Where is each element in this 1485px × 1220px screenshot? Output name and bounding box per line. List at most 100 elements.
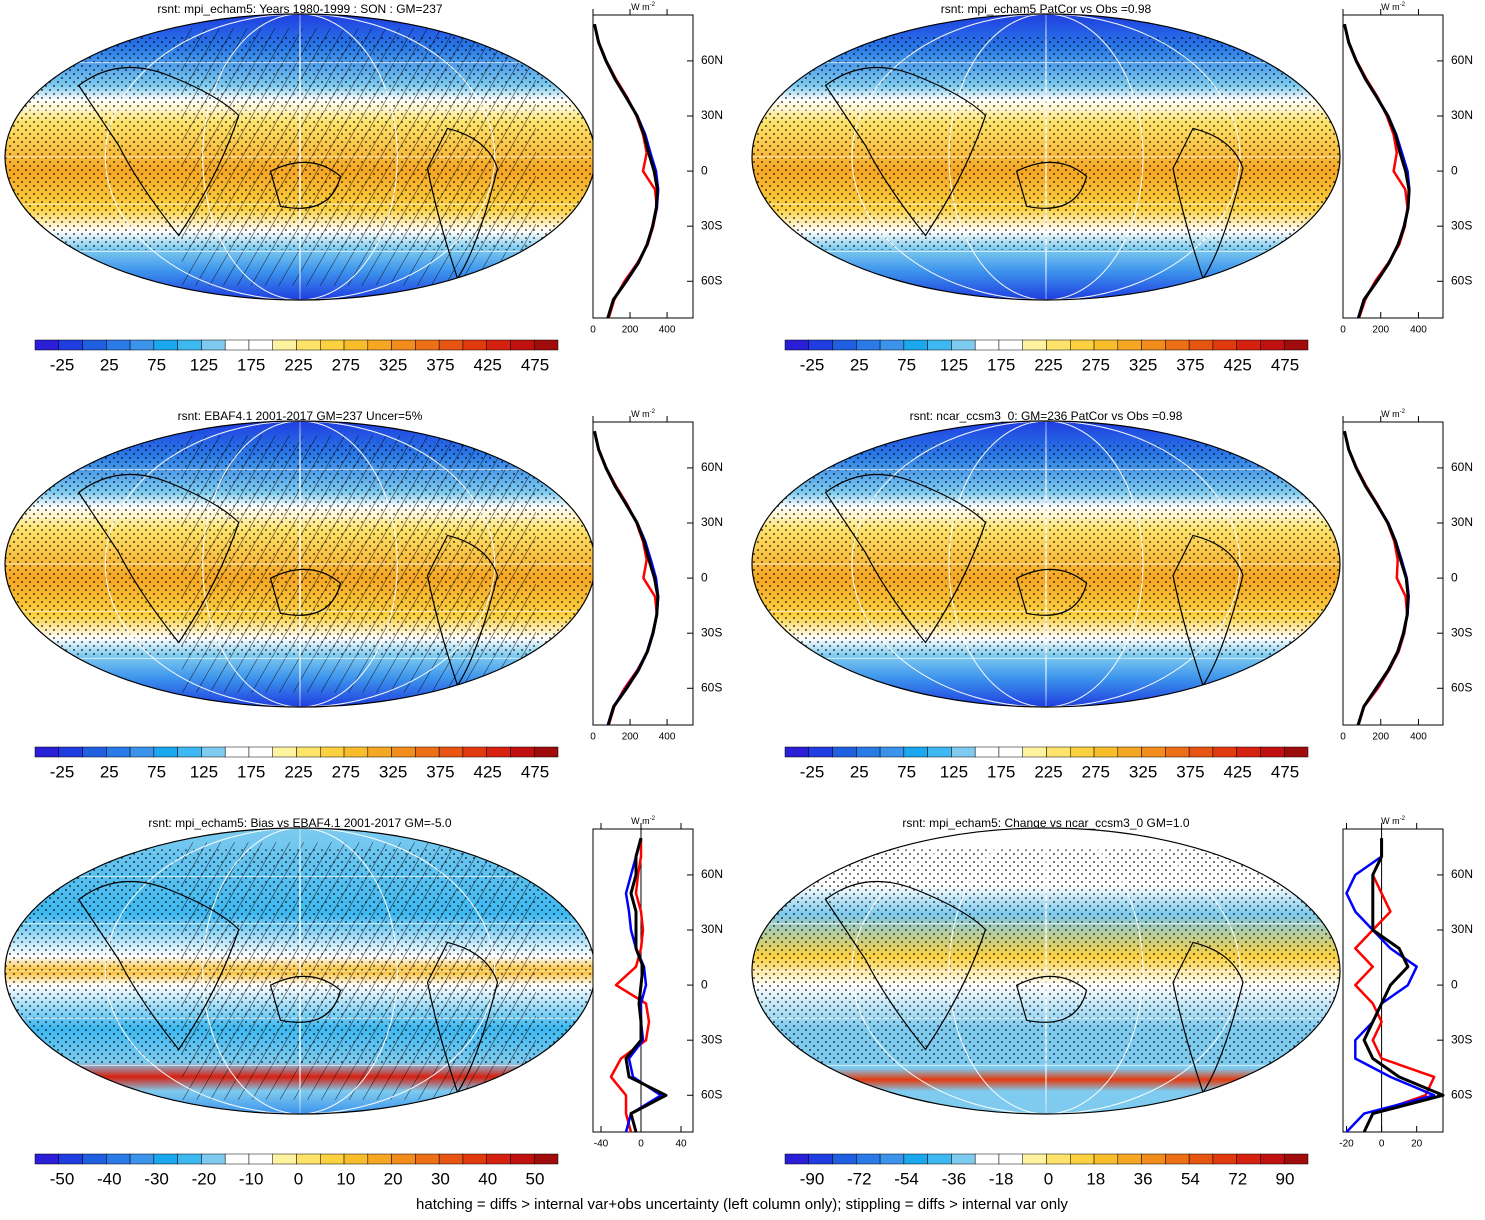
colorbar-box xyxy=(1188,1153,1214,1165)
colorbar-box xyxy=(784,1153,810,1165)
colorbar-box xyxy=(784,746,810,758)
map xyxy=(4,827,596,1115)
y-tick-label: 60S xyxy=(1451,273,1472,287)
colorbar-box xyxy=(153,746,178,758)
colorbar-box xyxy=(201,746,226,758)
colorbar-box xyxy=(486,339,511,351)
colorbar-box xyxy=(486,746,511,758)
colorbar-box xyxy=(533,746,559,758)
y-tick-label: 0 xyxy=(1451,570,1458,584)
colorbar-label: 0 xyxy=(1044,1169,1053,1188)
graticule xyxy=(104,14,496,300)
colorbar-box xyxy=(1165,339,1190,351)
map-overlays xyxy=(752,14,1340,300)
colorbar-box xyxy=(784,339,810,351)
x-tick-label: 0 xyxy=(1379,1139,1385,1150)
colorbar-box xyxy=(510,339,535,351)
colorbar-box xyxy=(1022,746,1047,758)
colorbar-box xyxy=(533,1153,559,1165)
x-tick-label: 40 xyxy=(675,1139,687,1150)
x-tick-label: 0 xyxy=(590,732,596,743)
x-tick-label: 0 xyxy=(590,325,596,336)
colorbar-box xyxy=(1141,746,1166,758)
colorbar-label: -25 xyxy=(800,762,825,781)
colorbar-label: 25 xyxy=(100,762,119,781)
unit-exp: -2 xyxy=(650,2,656,8)
unit-base: W m xyxy=(631,2,650,12)
colorbar-label: 375 xyxy=(1176,762,1204,781)
colorbar-box xyxy=(1070,746,1095,758)
colorbar-box xyxy=(177,746,202,758)
colorbar-box xyxy=(1070,339,1095,351)
colorbar-box xyxy=(1236,1153,1261,1165)
colorbar-box xyxy=(927,339,952,351)
y-tick-label: 30S xyxy=(1451,1032,1472,1046)
colorbar-label: -30 xyxy=(144,1169,169,1188)
colorbar-label: 75 xyxy=(897,762,916,781)
colorbar-label: 475 xyxy=(521,762,549,781)
y-tick-label: 60N xyxy=(1451,53,1473,67)
colorbar-box xyxy=(82,339,107,351)
map-overlays xyxy=(5,421,595,707)
colorbar-box xyxy=(1283,339,1309,351)
colorbar-box xyxy=(58,746,83,758)
colorbar-box xyxy=(438,746,464,758)
graticule xyxy=(299,828,301,1114)
colorbar-label: 375 xyxy=(426,355,454,374)
colorbar-box xyxy=(272,1153,297,1165)
colorbar-label: 275 xyxy=(332,762,360,781)
map-overlays xyxy=(752,828,1340,1114)
y-tick-label: 30S xyxy=(1451,218,1472,232)
graticule xyxy=(851,421,1241,707)
graticule xyxy=(104,828,496,1114)
colorbar-box xyxy=(177,1153,202,1165)
colorbar-box xyxy=(106,1153,131,1165)
colorbar-box xyxy=(1022,339,1047,351)
colorbar-box xyxy=(201,1153,226,1165)
colorbar-label: 425 xyxy=(474,762,502,781)
profile-line xyxy=(609,838,651,1133)
y-tick-label: 30N xyxy=(1451,922,1473,936)
colorbar-box xyxy=(177,339,202,351)
colorbar-box xyxy=(272,339,297,351)
colorbar-box xyxy=(1212,339,1237,351)
x-tick-label: -40 xyxy=(594,1139,609,1150)
profile-line xyxy=(1345,838,1436,1133)
graticule xyxy=(104,421,496,707)
x-tick-label: 0 xyxy=(1340,732,1346,743)
colorbar-label: 25 xyxy=(850,762,869,781)
colorbar-label: 425 xyxy=(1224,355,1252,374)
colorbar-box xyxy=(808,339,833,351)
x-tick-label: 0 xyxy=(1340,325,1346,336)
unit-base: W m xyxy=(631,409,650,419)
colorbar-label: 125 xyxy=(940,762,968,781)
colorbar-label: 425 xyxy=(474,355,502,374)
colorbar-box xyxy=(1117,746,1142,758)
colorbar-label: 75 xyxy=(147,762,166,781)
y-tick-label: 60S xyxy=(701,680,722,694)
footnote: hatching = diffs > internal var+obs unce… xyxy=(416,1196,1068,1213)
map xyxy=(4,13,596,301)
colorbar-box xyxy=(998,1153,1023,1165)
colorbar-box xyxy=(1188,746,1214,758)
colorbar-label: 40 xyxy=(478,1169,497,1188)
colorbar-box xyxy=(1212,1153,1237,1165)
colorbar-box xyxy=(1117,1153,1142,1165)
colorbar-label: 18 xyxy=(1086,1169,1105,1188)
y-tick-label: 30S xyxy=(701,625,722,639)
graticule xyxy=(202,828,398,1114)
colorbar-box xyxy=(974,746,1000,758)
colorbar-label: 20 xyxy=(384,1169,403,1188)
colorbar-box xyxy=(510,1153,535,1165)
profile-unit: W m-2 xyxy=(1381,409,1405,420)
map-title: rsnt: mpi_echam5: Change vs ncar_ccsm3_0… xyxy=(902,816,1189,830)
y-tick-label: 30N xyxy=(701,922,723,936)
colorbar-box xyxy=(1212,746,1237,758)
y-tick-label: 30S xyxy=(701,1032,722,1046)
colorbar-label: 225 xyxy=(284,355,312,374)
y-tick-label: 30N xyxy=(701,515,723,529)
y-tick-label: 0 xyxy=(701,570,708,584)
colorbar-label: 125 xyxy=(190,762,218,781)
x-tick-label: 200 xyxy=(1372,732,1389,743)
map xyxy=(751,827,1341,1115)
